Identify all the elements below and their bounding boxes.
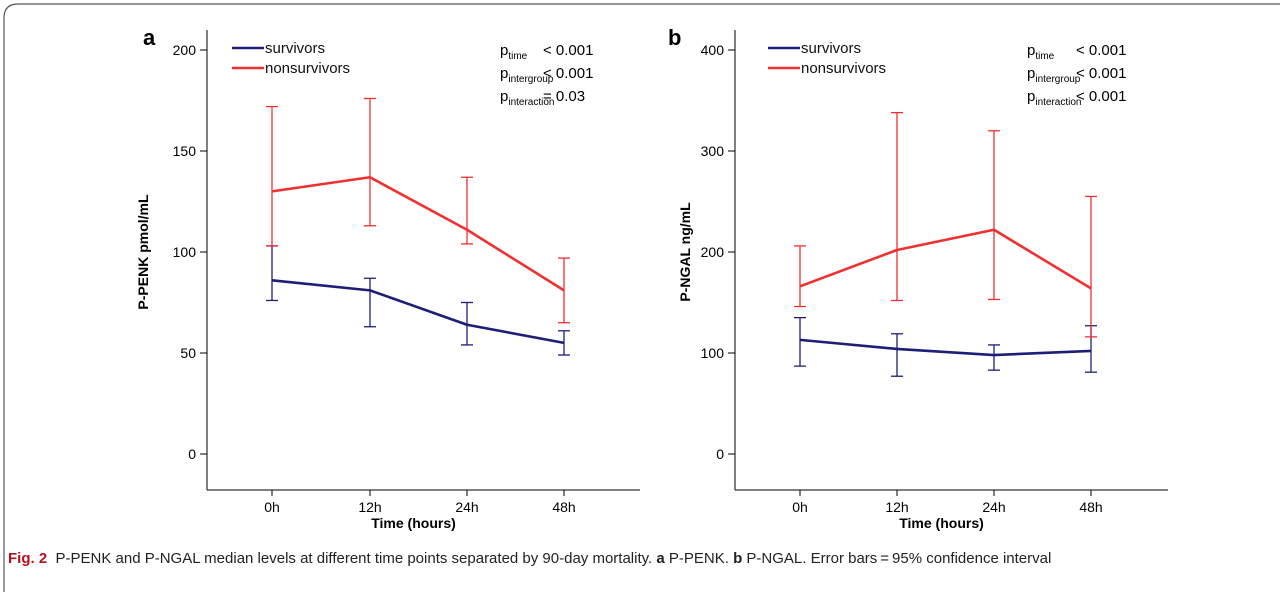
y-tick-label: 0 (716, 446, 724, 462)
legend-label: survivors (265, 40, 325, 57)
p-value-annotation: ptime (500, 42, 528, 62)
y-axis-label: P-PENK pmol/mL (135, 194, 151, 310)
y-tick-label: 300 (701, 143, 725, 159)
p-value-text: < 0.001 (543, 65, 593, 82)
p-value-annotation: pinteraction (1027, 88, 1081, 108)
chart-panel-a: a 0 50 100 150 200 0h 12h 24h 48h Time (hours) P-PE… (135, 25, 640, 531)
x-tick-label: 48h (552, 499, 575, 515)
p-value-text: < 0.001 (1076, 65, 1126, 82)
p-value-annotation: pinteraction (500, 88, 554, 108)
x-axis-label: Time (hours) (899, 515, 984, 531)
figure-label: Fig. 2 (8, 550, 48, 567)
x-tick-label: 0h (264, 499, 280, 515)
panel-letter: b (668, 25, 681, 50)
y-tick-label: 100 (701, 345, 725, 361)
x-tick-label: 12h (885, 499, 908, 515)
series-nonsurvivors (266, 97, 570, 324)
series-survivors (266, 245, 570, 356)
y-tick-label: 0 (188, 446, 196, 462)
y-tick-label: 50 (180, 345, 196, 361)
x-tick-label: 24h (455, 499, 478, 515)
caption-b-text: P-NGAL. Error bars = 95% confidence inte… (746, 550, 1052, 567)
p-value-text: = 0.03 (543, 88, 585, 105)
figure-border (3, 3, 1280, 592)
caption-main: P-PENK and P-NGAL median levels at diffe… (55, 550, 653, 567)
x-tick-label: 0h (792, 499, 808, 515)
chart-panel-b: b 0 100 200 300 400 0h 12h 24h 48h Time (hours) P-N… (668, 25, 1168, 531)
series-nonsurvivors (794, 111, 1097, 338)
p-value-annotation: pintergroup (500, 65, 554, 85)
p-value-text: < 0.001 (1076, 88, 1126, 105)
y-axis-label: P-NGAL ng/mL (677, 202, 693, 302)
x-tick-label: 12h (358, 499, 381, 515)
y-tick-label: 100 (173, 244, 197, 260)
panel-letter: a (143, 25, 156, 50)
caption-b-label: b (733, 550, 743, 567)
caption-a-label: a (656, 550, 665, 567)
p-value-text: < 0.001 (543, 42, 593, 59)
figure-caption: Fig. 2 P-PENK and P-NGAL median levels a… (8, 548, 1270, 569)
y-tick-label: 400 (701, 42, 725, 58)
p-value-annotation: ptime (1027, 42, 1055, 62)
p-value-text: < 0.001 (1076, 42, 1126, 59)
legend-label: nonsurvivors (265, 60, 350, 77)
series-line (799, 338, 1092, 357)
caption-a-text: P-PENK. (668, 550, 729, 567)
y-tick-label: 150 (173, 143, 197, 159)
p-value-annotation: pintergroup (1027, 65, 1081, 85)
series-line (271, 175, 565, 292)
x-tick-label: 24h (982, 499, 1005, 515)
series-survivors (794, 316, 1097, 377)
legend-label: nonsurvivors (801, 60, 886, 77)
y-tick-label: 200 (173, 42, 197, 58)
x-tick-label: 48h (1079, 499, 1102, 515)
series-line (271, 278, 565, 345)
legend-label: survivors (801, 40, 861, 57)
x-axis-label: Time (hours) (371, 515, 456, 531)
series-line (799, 228, 1092, 290)
y-tick-label: 200 (701, 244, 725, 260)
